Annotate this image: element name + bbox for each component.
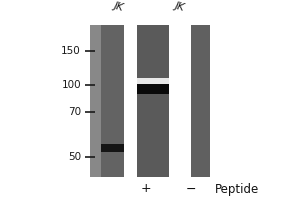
- Text: +: +: [140, 182, 151, 196]
- Bar: [136, 25, 169, 177]
- Bar: [90, 25, 101, 177]
- Text: 50: 50: [68, 152, 81, 162]
- Bar: [136, 78, 169, 84]
- Text: −: −: [185, 182, 196, 196]
- Text: Peptide: Peptide: [214, 182, 259, 196]
- Bar: [100, 25, 124, 177]
- Bar: [136, 84, 169, 94]
- Bar: [190, 25, 210, 177]
- Text: 150: 150: [61, 46, 81, 56]
- Bar: [100, 144, 124, 152]
- Text: JK: JK: [174, 1, 186, 13]
- Bar: [169, 25, 190, 177]
- Text: 100: 100: [61, 80, 81, 90]
- Text: 70: 70: [68, 107, 81, 117]
- Text: JK: JK: [112, 1, 124, 13]
